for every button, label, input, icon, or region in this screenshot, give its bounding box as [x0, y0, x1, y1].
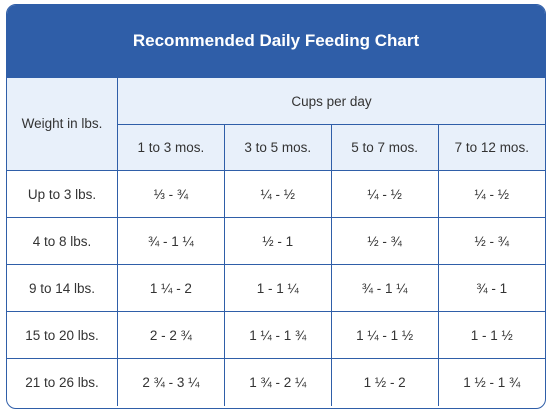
weight-cell: Up to 3 lbs.	[7, 170, 118, 218]
feeding-chart-card: Recommended Daily Feeding Chart Weight i…	[6, 4, 546, 409]
cups-cell: 1 - 1 ½	[437, 311, 545, 359]
cups-cell: ⅓ - ¾	[117, 170, 225, 218]
weight-cell: 4 to 8 lbs.	[7, 217, 118, 265]
age-header-3-5: 3 to 5 mos.	[223, 124, 332, 171]
cups-cell: 2 - 2 ¾	[117, 311, 225, 359]
cups-cell: ½ - ¾	[330, 217, 439, 265]
cups-cell: 1 ½ - 1 ¾	[437, 358, 545, 406]
cups-cell: 1 ¾ - 2 ¼	[223, 358, 332, 406]
cups-per-day-header: Cups per day	[117, 77, 545, 125]
table-row: 15 to 20 lbs. 2 - 2 ¾ 1 ¼ - 1 ¾ 1 ¼ - 1 …	[7, 311, 545, 359]
age-header-1-3: 1 to 3 mos.	[117, 124, 225, 171]
cups-cell: ½ - ¾	[437, 217, 545, 265]
table-row: 4 to 8 lbs. ¾ - 1 ¼ ½ - 1 ½ - ¾ ½ - ¾	[7, 217, 545, 265]
cups-cell: 2 ¾ - 3 ¼	[117, 358, 225, 406]
chart-title: Recommended Daily Feeding Chart	[7, 5, 545, 77]
cups-cell: 1 ¼ - 1 ½	[330, 311, 439, 359]
cups-cell: ¾ - 1 ¼	[117, 217, 225, 265]
cups-cell: 1 - 1 ¼	[223, 264, 332, 312]
weight-cell: 21 to 26 lbs.	[7, 358, 118, 406]
table-row: Up to 3 lbs. ⅓ - ¾ ¼ - ½ ¼ - ½ ¼ - ½	[7, 170, 545, 218]
feeding-table: Weight in lbs. Cups per day 1 to 3 mos. …	[7, 77, 545, 406]
cups-cell: 1 ¼ - 1 ¾	[223, 311, 332, 359]
table-row: 9 to 14 lbs. 1 ¼ - 2 1 - 1 ¼ ¾ - 1 ¼ ¾ -…	[7, 264, 545, 312]
cups-cell: 1 ½ - 2	[330, 358, 439, 406]
weight-column-header: Weight in lbs.	[7, 77, 118, 171]
weight-cell: 9 to 14 lbs.	[7, 264, 118, 312]
cups-cell: ¾ - 1 ¼	[330, 264, 439, 312]
table-row: 21 to 26 lbs. 2 ¾ - 3 ¼ 1 ¾ - 2 ¼ 1 ½ - …	[7, 358, 545, 406]
cups-cell: ¼ - ½	[223, 170, 332, 218]
cups-cell: ½ - 1	[223, 217, 332, 265]
cups-cell: ¾ - 1	[437, 264, 545, 312]
cups-cell: 1 ¼ - 2	[117, 264, 225, 312]
cups-cell: ¼ - ½	[437, 170, 545, 218]
age-header-5-7: 5 to 7 mos.	[330, 124, 439, 171]
cups-cell: ¼ - ½	[330, 170, 439, 218]
age-header-7-12: 7 to 12 mos.	[437, 124, 545, 171]
weight-cell: 15 to 20 lbs.	[7, 311, 118, 359]
